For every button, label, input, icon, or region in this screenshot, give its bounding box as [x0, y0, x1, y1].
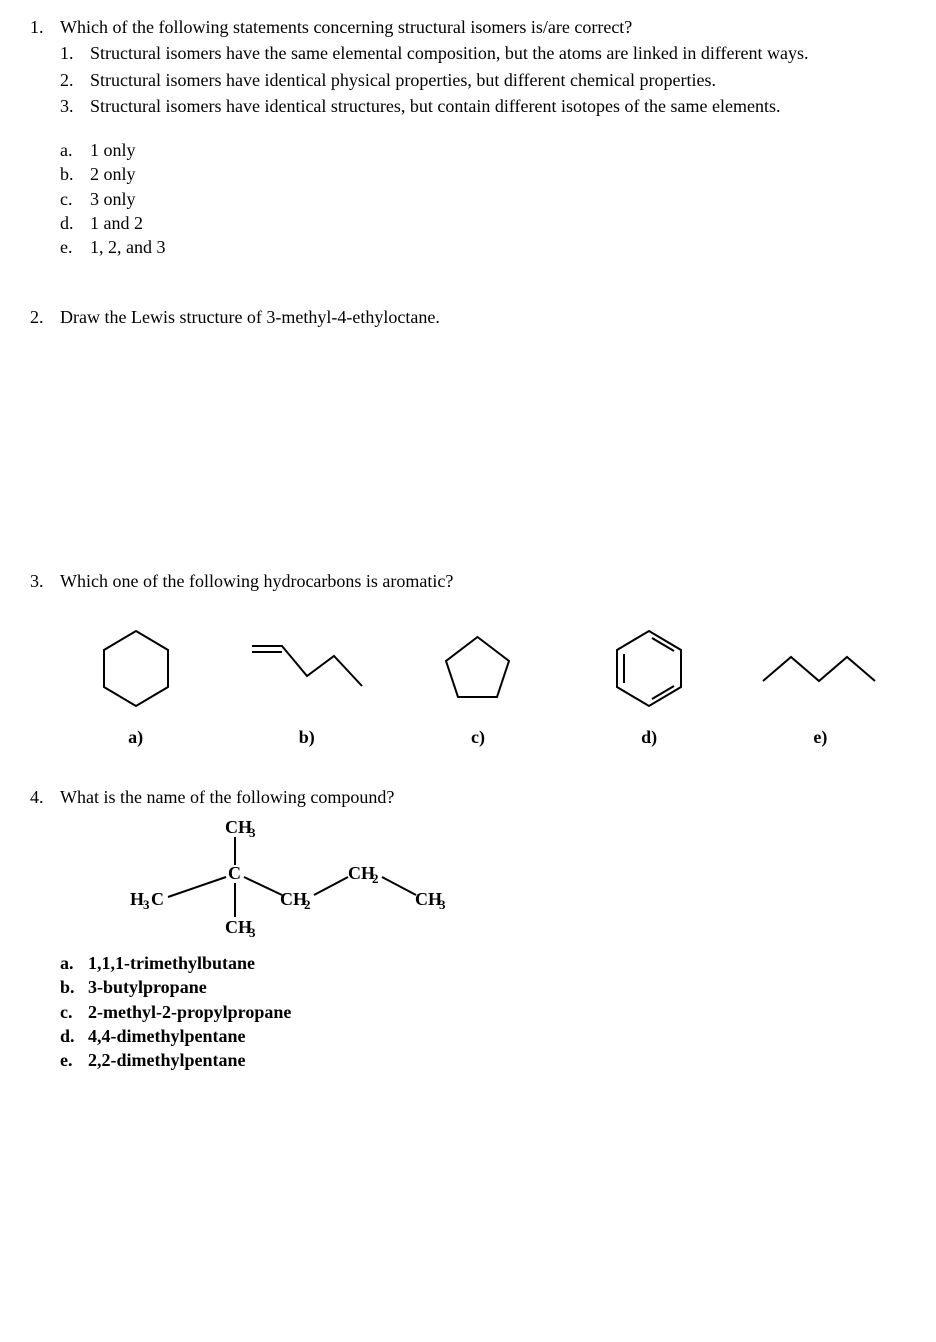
svg-text:3: 3 [439, 897, 446, 912]
opt-letter: b. [60, 975, 88, 999]
q1-options: a. 1 only b. 2 only c. 3 only d. 1 and 2… [60, 138, 906, 259]
opt-letter: e. [60, 235, 90, 259]
q4-option-c: c. 2-methyl-2-propylpropane [60, 1000, 906, 1024]
opt-text: 2 only [90, 162, 136, 186]
q1-text: Which of the following statements concer… [60, 15, 906, 39]
opt-text: 1 and 2 [90, 211, 143, 235]
benzene-icon [574, 623, 724, 713]
question-1: 1. Which of the following statements con… [30, 15, 906, 260]
cyclopentane-icon [403, 623, 553, 713]
svg-text:CH: CH [225, 917, 252, 937]
sub-num: 1. [60, 41, 90, 65]
structure-d: d) [574, 623, 724, 749]
svg-text:3: 3 [249, 825, 256, 840]
opt-letter: e. [60, 1048, 88, 1072]
q3-text: Which one of the following hydrocarbons … [60, 569, 906, 593]
opt-letter: a. [60, 138, 90, 162]
label-b: b) [232, 725, 382, 749]
q1-statement-3: 3. Structural isomers have identical str… [60, 94, 906, 118]
svg-text:CH: CH [225, 817, 252, 837]
question-2: 2. Draw the Lewis structure of 3-methyl-… [30, 305, 906, 329]
label-e: e) [745, 725, 895, 749]
opt-text: 4,4-dimethylpentane [88, 1024, 246, 1048]
structure-e: e) [745, 623, 895, 749]
opt-text: 3-butylpropane [88, 975, 207, 999]
svg-text:C: C [228, 863, 241, 883]
label-a: a) [61, 725, 211, 749]
opt-letter: c. [60, 187, 90, 211]
q4-option-b: b. 3-butylpropane [60, 975, 906, 999]
opt-text: 2-methyl-2-propylpropane [88, 1000, 291, 1024]
svg-text:CH: CH [348, 863, 375, 883]
q1-statements: 1. Structural isomers have the same elem… [60, 41, 906, 118]
alkene-icon [232, 623, 382, 713]
structure-c: c) [403, 623, 553, 749]
opt-text: 1 only [90, 138, 136, 162]
svg-text:2: 2 [304, 897, 311, 912]
svg-text:2: 2 [372, 871, 379, 886]
opt-letter: b. [60, 162, 90, 186]
structure-b: b) [232, 623, 382, 749]
alkane-icon [745, 623, 895, 713]
opt-text: 3 only [90, 187, 136, 211]
opt-letter: d. [60, 1024, 88, 1048]
svg-text:3: 3 [143, 897, 150, 912]
q1-option-c: c. 3 only [60, 187, 906, 211]
q2-number: 2. [30, 305, 60, 329]
label-d: d) [574, 725, 724, 749]
q1-statement-1: 1. Structural isomers have the same elem… [60, 41, 906, 65]
svg-text:H: H [130, 889, 144, 909]
opt-text: 1,1,1-trimethylbutane [88, 951, 255, 975]
q4-text: What is the name of the following compou… [60, 785, 906, 809]
q1-option-b: b. 2 only [60, 162, 906, 186]
svg-text:CH: CH [415, 889, 442, 909]
q4-header: 4. What is the name of the following com… [30, 785, 906, 809]
sub-num: 3. [60, 94, 90, 118]
opt-letter: d. [60, 211, 90, 235]
opt-text: 1, 2, and 3 [90, 235, 166, 259]
q3-header: 3. Which one of the following hydrocarbo… [30, 569, 906, 593]
q4-option-d: d. 4,4-dimethylpentane [60, 1024, 906, 1048]
compound-structure: CH3 C H3C CH2 CH2 CH3 CH3 [130, 817, 906, 943]
q1-option-e: e. 1, 2, and 3 [60, 235, 906, 259]
q1-option-a: a. 1 only [60, 138, 906, 162]
q4-number: 4. [30, 785, 60, 809]
q3-number: 3. [30, 569, 60, 593]
cyclohexane-icon [61, 623, 211, 713]
svg-text:3: 3 [249, 925, 256, 937]
q1-number: 1. [30, 15, 60, 39]
sub-text: Structural isomers have identical physic… [90, 68, 906, 92]
question-3: 3. Which one of the following hydrocarbo… [30, 569, 906, 750]
q1-header: 1. Which of the following statements con… [30, 15, 906, 39]
q4-options: a. 1,1,1-trimethylbutane b. 3-butylpropa… [60, 951, 906, 1072]
svg-text:C: C [151, 889, 164, 909]
question-4: 4. What is the name of the following com… [30, 785, 906, 1073]
sub-num: 2. [60, 68, 90, 92]
q1-option-d: d. 1 and 2 [60, 211, 906, 235]
q1-statement-2: 2. Structural isomers have identical phy… [60, 68, 906, 92]
q2-header: 2. Draw the Lewis structure of 3-methyl-… [30, 305, 906, 329]
q4-option-a: a. 1,1,1-trimethylbutane [60, 951, 906, 975]
q2-text: Draw the Lewis structure of 3-methyl-4-e… [60, 305, 906, 329]
q3-structures: a) b) c) [50, 623, 906, 749]
svg-text:CH: CH [280, 889, 307, 909]
opt-text: 2,2-dimethylpentane [88, 1048, 246, 1072]
opt-letter: c. [60, 1000, 88, 1024]
label-c: c) [403, 725, 553, 749]
structure-a: a) [61, 623, 211, 749]
sub-text: Structural isomers have identical struct… [90, 94, 906, 118]
q4-option-e: e. 2,2-dimethylpentane [60, 1048, 906, 1072]
opt-letter: a. [60, 951, 88, 975]
sub-text: Structural isomers have the same element… [90, 41, 906, 65]
